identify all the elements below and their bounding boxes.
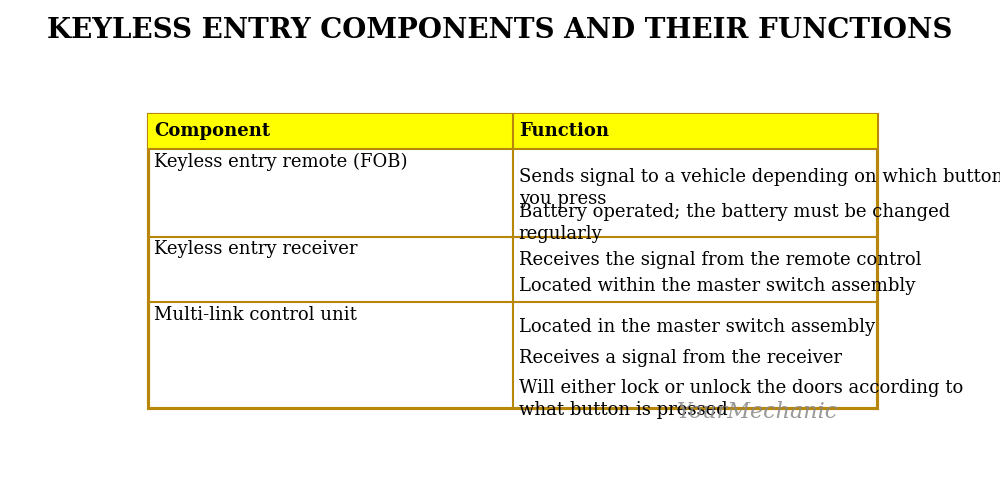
Bar bbox=[148, 114, 877, 149]
Text: Located within the master switch assembly: Located within the master switch assembl… bbox=[519, 277, 915, 295]
Text: Receives a signal from the receiver: Receives a signal from the receiver bbox=[519, 349, 842, 367]
Text: Component: Component bbox=[154, 123, 271, 140]
Text: Function: Function bbox=[519, 123, 609, 140]
Text: Keyless entry remote (FOB): Keyless entry remote (FOB) bbox=[154, 152, 408, 171]
Text: Located in the master switch assembly: Located in the master switch assembly bbox=[519, 318, 875, 337]
Text: Will either lock or unlock the doors according to
what button is pressed: Will either lock or unlock the doors acc… bbox=[519, 379, 963, 419]
Text: Battery operated; the battery must be changed
regularly: Battery operated; the battery must be ch… bbox=[519, 203, 950, 244]
Bar bbox=[148, 114, 877, 407]
Text: Sends signal to a vehicle depending on which button
you press: Sends signal to a vehicle depending on w… bbox=[519, 168, 1000, 208]
Text: KEYLESS ENTRY COMPONENTS AND THEIR FUNCTIONS: KEYLESS ENTRY COMPONENTS AND THEIR FUNCT… bbox=[47, 17, 953, 44]
Text: Multi-link control unit: Multi-link control unit bbox=[154, 306, 357, 324]
Text: Receives the signal from the remote control: Receives the signal from the remote cont… bbox=[519, 251, 921, 269]
Text: YourMechanic: YourMechanic bbox=[677, 400, 838, 423]
Text: Keyless entry receiver: Keyless entry receiver bbox=[154, 240, 358, 258]
